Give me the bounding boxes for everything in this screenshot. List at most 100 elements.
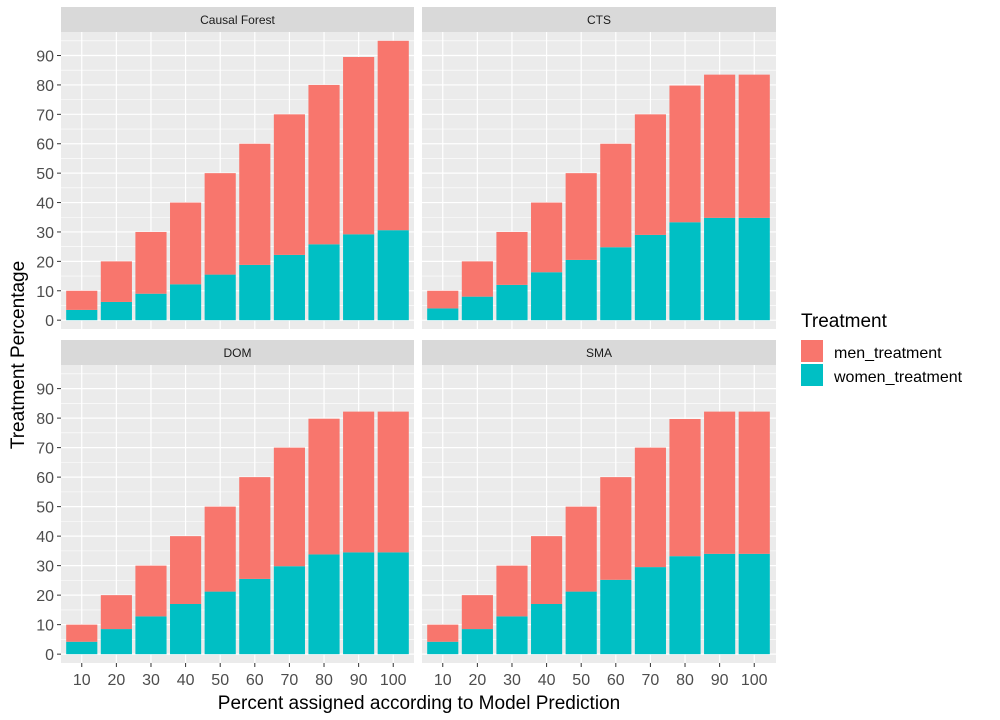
bar-women-treatment-30 bbox=[135, 294, 166, 320]
bar-women-treatment-10 bbox=[427, 308, 458, 320]
x-tick-label: 20 bbox=[468, 672, 486, 689]
bar-men-treatment-80 bbox=[308, 85, 339, 244]
bar-women-treatment-40 bbox=[531, 272, 562, 320]
bar-men-treatment-40 bbox=[531, 536, 562, 604]
y-tick-label: 80 bbox=[36, 78, 54, 95]
x-tick-label: 60 bbox=[607, 672, 625, 689]
bar-women-treatment-90 bbox=[343, 552, 374, 654]
legend-key-men-treatment bbox=[801, 340, 823, 362]
y-tick-label: 30 bbox=[36, 559, 54, 576]
bar-men-treatment-100 bbox=[378, 412, 409, 553]
bar-women-treatment-60 bbox=[239, 265, 270, 320]
bar-men-treatment-60 bbox=[239, 477, 270, 579]
x-tick-label: 90 bbox=[350, 672, 368, 689]
y-tick-label: 30 bbox=[36, 225, 54, 242]
y-tick-label: 0 bbox=[45, 313, 54, 330]
y-tick-label: 0 bbox=[45, 647, 54, 664]
bar-women-treatment-30 bbox=[496, 616, 527, 654]
bar-men-treatment-40 bbox=[531, 203, 562, 273]
y-tick-label: 70 bbox=[36, 107, 54, 124]
y-tick-label: 10 bbox=[36, 618, 54, 635]
bar-men-treatment-70 bbox=[635, 114, 666, 235]
x-tick-label: 30 bbox=[142, 672, 160, 689]
legend-title: Treatment bbox=[801, 311, 888, 332]
x-tick-label: 100 bbox=[380, 672, 407, 689]
bar-women-treatment-30 bbox=[135, 616, 166, 654]
y-axis-title: Treatment Percentage bbox=[8, 261, 29, 449]
bar-men-treatment-100 bbox=[739, 412, 770, 554]
bar-women-treatment-20 bbox=[462, 629, 493, 654]
bar-women-treatment-60 bbox=[239, 579, 270, 654]
bar-women-treatment-80 bbox=[308, 244, 339, 320]
x-tick-label: 80 bbox=[315, 672, 333, 689]
y-tick-label: 50 bbox=[36, 500, 54, 517]
y-tick-label: 20 bbox=[36, 588, 54, 605]
bar-women-treatment-70 bbox=[635, 567, 666, 654]
bar-women-treatment-90 bbox=[704, 218, 735, 320]
bar-men-treatment-10 bbox=[66, 291, 97, 310]
x-axis-ticks: 10 20 30 40 50 60 70 80 90 100 10 20 30 40 50 60 70 80 90 1… bbox=[73, 663, 768, 689]
bar-men-treatment-90 bbox=[704, 75, 735, 218]
bar-men-treatment-30 bbox=[496, 232, 527, 285]
bar-women-treatment-30 bbox=[496, 285, 527, 320]
bar-men-treatment-30 bbox=[135, 566, 166, 617]
panel-cts: CTS bbox=[422, 7, 776, 329]
bar-women-treatment-60 bbox=[600, 580, 631, 654]
bar-women-treatment-40 bbox=[531, 604, 562, 654]
bar-men-treatment-80 bbox=[669, 86, 700, 223]
y-tick-label: 70 bbox=[36, 441, 54, 458]
facet-strip-label: DOM bbox=[224, 346, 252, 360]
x-tick-label: 20 bbox=[107, 672, 125, 689]
bar-men-treatment-70 bbox=[635, 448, 666, 567]
bar-men-treatment-20 bbox=[462, 595, 493, 629]
bar-men-treatment-80 bbox=[669, 419, 700, 556]
bar-men-treatment-50 bbox=[566, 507, 597, 592]
bar-women-treatment-50 bbox=[205, 275, 236, 321]
x-tick-label: 50 bbox=[211, 672, 229, 689]
x-tick-label: 70 bbox=[642, 672, 660, 689]
y-tick-label: 60 bbox=[36, 470, 54, 487]
x-tick-label: 50 bbox=[572, 672, 590, 689]
legend-key-women-treatment bbox=[801, 364, 823, 386]
bar-women-treatment-70 bbox=[274, 255, 305, 320]
bar-women-treatment-100 bbox=[739, 554, 770, 654]
bar-women-treatment-20 bbox=[101, 302, 132, 320]
legend-label-men-treatment: men_treatment bbox=[834, 345, 942, 362]
bar-women-treatment-40 bbox=[170, 604, 201, 654]
bar-women-treatment-70 bbox=[635, 235, 666, 320]
bar-women-treatment-100 bbox=[739, 218, 770, 320]
bar-men-treatment-90 bbox=[343, 412, 374, 553]
y-tick-label: 60 bbox=[36, 137, 54, 154]
bar-women-treatment-90 bbox=[704, 554, 735, 654]
bar-women-treatment-50 bbox=[205, 592, 236, 655]
bar-men-treatment-30 bbox=[135, 232, 166, 294]
bar-men-treatment-50 bbox=[205, 507, 236, 592]
bar-men-treatment-70 bbox=[274, 114, 305, 255]
bar-women-treatment-90 bbox=[343, 234, 374, 320]
bar-men-treatment-20 bbox=[101, 595, 132, 629]
y-tick-label: 90 bbox=[36, 382, 54, 399]
bar-women-treatment-10 bbox=[66, 642, 97, 654]
x-tick-label: 10 bbox=[434, 672, 452, 689]
bar-women-treatment-80 bbox=[669, 222, 700, 320]
bar-men-treatment-100 bbox=[739, 75, 770, 218]
bar-men-treatment-10 bbox=[66, 625, 97, 642]
y-tick-label: 40 bbox=[36, 529, 54, 546]
y-tick-label: 90 bbox=[36, 49, 54, 66]
bar-men-treatment-60 bbox=[600, 477, 631, 580]
facet-strip-label: CTS bbox=[587, 13, 611, 27]
bar-men-treatment-50 bbox=[205, 173, 236, 274]
bar-women-treatment-80 bbox=[669, 556, 700, 654]
x-tick-label: 60 bbox=[246, 672, 264, 689]
bar-women-treatment-10 bbox=[66, 310, 97, 320]
bar-women-treatment-50 bbox=[566, 592, 597, 655]
bar-men-treatment-70 bbox=[274, 448, 305, 567]
panel-dom: DOM bbox=[61, 340, 414, 663]
bar-men-treatment-80 bbox=[308, 419, 339, 555]
x-axis-title: Percent assigned according to Model Pred… bbox=[218, 693, 620, 714]
bar-men-treatment-90 bbox=[704, 412, 735, 554]
facet-strip-label: SMA bbox=[586, 346, 612, 360]
bar-men-treatment-10 bbox=[427, 625, 458, 642]
bar-men-treatment-90 bbox=[343, 57, 374, 234]
bar-women-treatment-100 bbox=[378, 552, 409, 654]
